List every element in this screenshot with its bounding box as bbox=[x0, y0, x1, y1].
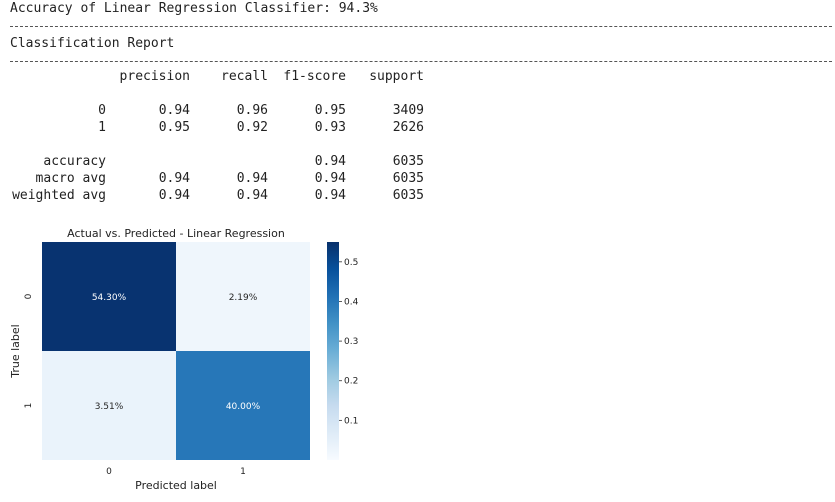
row-label: weighted avg bbox=[12, 188, 106, 203]
chart-title: Actual vs. Predicted - Linear Regression bbox=[67, 227, 285, 240]
colorbar-tick-label: 0.1 bbox=[344, 416, 358, 426]
support-cell: 2626 bbox=[392, 120, 424, 135]
separator-top bbox=[10, 26, 832, 27]
x-axis-label: Predicted label bbox=[135, 479, 217, 492]
heatmap-cell bbox=[42, 351, 176, 460]
f1-score-cell: 0.93 bbox=[314, 120, 346, 135]
accuracy-line: Accuracy of Linear Regression Classifier… bbox=[10, 1, 378, 16]
heatmap-cells bbox=[42, 242, 310, 460]
colorbar bbox=[327, 242, 339, 460]
row-label: 0 bbox=[98, 103, 106, 118]
classification-report-table: precision recall f1-score support 0 0.94… bbox=[10, 68, 424, 204]
f1-score-cell: 0.94 bbox=[314, 188, 346, 203]
precision-cell: 0.95 bbox=[158, 120, 190, 135]
row-label: 1 bbox=[98, 120, 106, 135]
recall-cell bbox=[190, 153, 268, 170]
report-row-macro-avg: macro avg 0.94 0.94 0.94 6035 bbox=[10, 170, 424, 187]
y-tick-labels: 01 bbox=[24, 293, 34, 408]
support-cell: 3409 bbox=[392, 103, 424, 118]
report-header-precision: precision bbox=[119, 69, 190, 84]
recall-cell: 0.96 bbox=[236, 103, 268, 118]
heatmap-cell bbox=[176, 351, 310, 460]
recall-cell: 0.94 bbox=[236, 171, 268, 186]
colorbar-tick-label: 0.3 bbox=[344, 337, 358, 347]
report-row-class-0: 0 0.94 0.96 0.95 3409 bbox=[10, 102, 424, 119]
report-header-support: support bbox=[369, 69, 424, 84]
cell-annotation: 40.00% bbox=[226, 402, 261, 412]
report-title: Classification Report bbox=[10, 36, 175, 51]
cell-annotation: 3.51% bbox=[95, 402, 124, 412]
report-row-class-1: 1 0.95 0.92 0.93 2626 bbox=[10, 119, 424, 136]
report-header-cell bbox=[10, 68, 106, 85]
heatmap-cell bbox=[42, 242, 176, 351]
cell-annotation: 54.30% bbox=[92, 293, 127, 303]
y-tick-label: 1 bbox=[24, 403, 34, 409]
colorbar-tick-label: 0.4 bbox=[344, 297, 359, 307]
row-label: accuracy bbox=[43, 154, 106, 169]
support-cell: 6035 bbox=[392, 188, 424, 203]
support-cell: 6035 bbox=[392, 154, 424, 169]
report-header-recall: recall bbox=[221, 69, 268, 84]
f1-score-cell: 0.94 bbox=[314, 154, 346, 169]
recall-cell: 0.94 bbox=[236, 188, 268, 203]
separator-report bbox=[10, 61, 832, 62]
report-header-row: precision recall f1-score support bbox=[10, 68, 424, 85]
colorbar-ticks: 0.1 0.2 0.3 0.4 0.5 bbox=[339, 258, 359, 426]
precision-cell bbox=[106, 153, 190, 170]
y-tick-label: 0 bbox=[24, 293, 34, 299]
support-cell: 6035 bbox=[392, 171, 424, 186]
confusion-matrix-svg: Actual vs. Predicted - Linear Regression… bbox=[9, 227, 359, 492]
y-axis-label: True label bbox=[9, 324, 22, 378]
report-row-accuracy: accuracy 0.94 6035 bbox=[10, 153, 424, 170]
confusion-matrix-chart: Actual vs. Predicted - Linear Regression… bbox=[0, 220, 420, 497]
heatmap-annotations: 54.30% 2.19% 3.51% 40.00% bbox=[92, 293, 261, 412]
x-tick-label: 0 bbox=[106, 467, 112, 477]
report-spacer-row bbox=[10, 136, 424, 153]
row-label: macro avg bbox=[35, 171, 106, 186]
colorbar-tick-label: 0.5 bbox=[344, 258, 358, 268]
precision-cell: 0.94 bbox=[158, 188, 190, 203]
report-header-f1-score: f1-score bbox=[283, 69, 346, 84]
f1-score-cell: 0.95 bbox=[314, 103, 346, 118]
x-tick-label: 1 bbox=[240, 467, 246, 477]
precision-cell: 0.94 bbox=[158, 103, 190, 118]
cell-annotation: 2.19% bbox=[229, 293, 258, 303]
precision-cell: 0.94 bbox=[158, 171, 190, 186]
heatmap-cell bbox=[176, 242, 310, 351]
colorbar-tick-label: 0.2 bbox=[344, 377, 358, 387]
recall-cell: 0.92 bbox=[236, 120, 268, 135]
f1-score-cell: 0.94 bbox=[314, 171, 346, 186]
report-spacer-row bbox=[10, 85, 424, 102]
report-row-weighted-avg: weighted avg 0.94 0.94 0.94 6035 bbox=[10, 187, 424, 204]
